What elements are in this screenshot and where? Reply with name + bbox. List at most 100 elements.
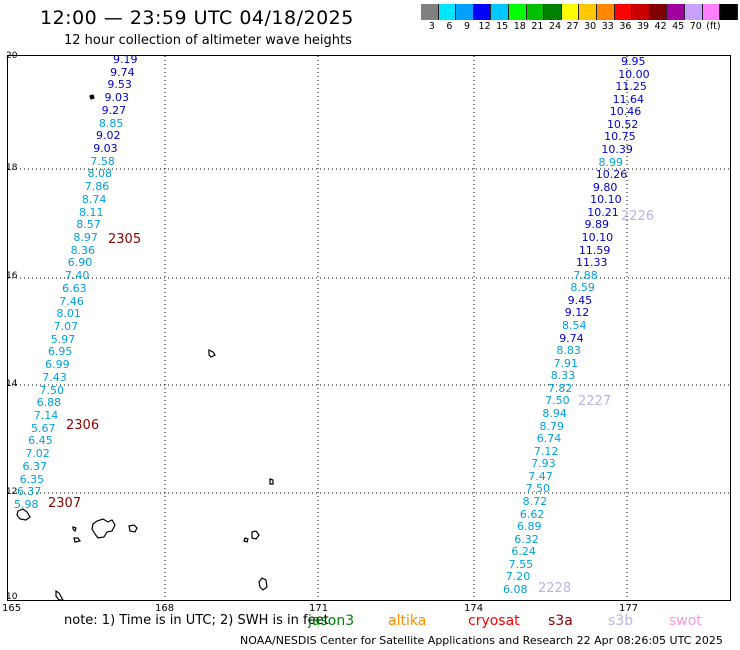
time-marker-right: 2227: [578, 394, 612, 409]
color-scale-label: 6: [446, 21, 453, 32]
wave-height-label-right-track: 7.50: [525, 482, 550, 496]
time-marker-left: 2305: [108, 232, 142, 247]
island-shape: [251, 530, 260, 540]
wave-height-label-left-track: 5.67: [30, 421, 56, 435]
time-marker-right: 2226: [621, 209, 655, 224]
color-scale-label: 42: [654, 21, 667, 32]
color-scale-label: 18: [513, 21, 526, 32]
wave-height-label-left-track: 5.97: [50, 332, 76, 346]
wave-height-label-left-track: 8.57: [76, 218, 101, 232]
color-scale-label: 36: [619, 21, 632, 32]
color-scale-label: 3: [428, 21, 435, 32]
wave-height-label-left-track: 7.43: [42, 370, 67, 384]
color-scale-label: 30: [584, 21, 597, 32]
wave-height-label-left-track: 6.45: [28, 434, 53, 448]
wave-height-label-right-track: 9.80: [592, 180, 618, 194]
wave-height-label-right-track: 6.32: [514, 532, 539, 546]
wave-height-label-right-track: 9.12: [564, 306, 590, 320]
color-scale-swatch: [526, 4, 545, 20]
island-shape: [91, 518, 116, 539]
wave-height-label-left-track: 9.27: [101, 103, 127, 117]
wave-height-label-right-track: 11.33: [576, 256, 608, 270]
wave-height-label-right-track: 9.45: [567, 293, 593, 307]
wave-height-label-right-track: 8.83: [556, 344, 581, 358]
wave-height-label-right-track: 7.50: [545, 394, 570, 408]
satellite-legend-jason3: jason3: [308, 613, 355, 629]
wave-height-label-left-track: 8.01: [56, 307, 81, 321]
wave-height-label-right-track: 8.94: [542, 407, 567, 420]
footer-credit: NOAA/NESDIS Center for Satellite Applica…: [240, 634, 723, 647]
color-scale-swatch: [491, 4, 509, 20]
page-subtitle: 12 hour collection of altimeter wave hei…: [64, 33, 352, 48]
color-scale-swatch: [456, 4, 474, 20]
y-tick-label: 10: [6, 592, 18, 602]
satellite-legend-altika: altika: [388, 613, 427, 629]
wave-height-label-left-track: 6.95: [47, 345, 73, 359]
wave-height-label-left-track: 8.36: [70, 243, 96, 257]
wave-height-label-right-track: 8.59: [570, 281, 595, 295]
wave-height-label-right-track: 6.62: [519, 507, 545, 521]
wave-height-label-right-track: 6.74: [536, 432, 562, 446]
wave-height-label-right-track: 7.93: [531, 457, 556, 471]
color-scale-swatch: [684, 4, 703, 20]
island-shape: [269, 478, 274, 485]
wave-height-label-right-track: 10.52: [606, 117, 639, 131]
time-marker-right: 2228: [538, 581, 572, 596]
satellite-legend-s3b: s3b: [608, 613, 634, 629]
island-shape: [258, 577, 268, 591]
wave-height-label-right-track: 7.91: [553, 356, 579, 370]
wave-height-label-right-track: 10.21: [587, 205, 619, 219]
x-tick-label: 177: [619, 603, 639, 614]
wave-height-label-left-track: 7.86: [84, 180, 110, 194]
color-scale-swatch: [614, 4, 633, 20]
color-scale-label: 9: [463, 21, 470, 32]
wave-height-label-left-track: 7.40: [64, 269, 90, 283]
island-shape: [208, 349, 216, 358]
wave-height-label-right-track: 10.75: [604, 130, 636, 144]
color-scale-label: 70: [689, 21, 702, 32]
color-scale-bar: [421, 4, 738, 20]
satellite-legend-s3a: s3a: [548, 613, 573, 629]
color-scale-swatch: [438, 4, 457, 20]
wave-height-label-left-track: 9.53: [107, 78, 132, 92]
color-scale-label: 33: [601, 21, 614, 32]
wave-height-label-right-track: 8.79: [539, 419, 565, 433]
color-scale-swatch: [667, 4, 685, 20]
wave-height-label-right-track: 7.88: [573, 268, 598, 282]
wave-height-label-right-track: 9.89: [584, 218, 609, 232]
wave-height-label-left-track: 8.74: [81, 192, 107, 206]
wave-height-label-left-track: 6.90: [67, 256, 93, 270]
wave-height-label-right-track: 7.55: [508, 557, 534, 571]
wave-height-label-left-track: 8.08: [87, 167, 113, 181]
y-tick-label: 18: [6, 163, 18, 173]
color-scale-label: 24: [548, 21, 562, 32]
y-tick-label: 12: [6, 487, 18, 497]
wave-height-label-right-track: 9.95: [621, 55, 646, 68]
wave-height-label-left-track: 6.63: [62, 281, 87, 295]
satellite-legend-cryosat: cryosat: [468, 613, 520, 629]
wave-height-label-right-track: 10.46: [609, 105, 642, 119]
wave-height-label-right-track: 10.10: [581, 231, 614, 244]
footer-note: note: 1) Time is in UTC; 2) SWH is in fe…: [64, 613, 329, 628]
wave-height-label-right-track: 10.26: [595, 168, 628, 182]
wave-height-label-right-track: 11.64: [612, 92, 645, 106]
wave-height-label-right-track: 9.74: [559, 331, 584, 345]
wave-height-label-left-track: 9.03: [104, 91, 130, 105]
time-marker-left: 2307: [48, 496, 82, 511]
wave-height-label-right-track: 10.10: [590, 193, 622, 207]
island-shape: [72, 526, 77, 533]
island-shape: [55, 589, 65, 601]
satellite-legend-swot: swot: [669, 613, 702, 629]
wave-height-label-right-track: 7.47: [528, 469, 553, 483]
wave-height-label-right-track: 7.12: [533, 444, 559, 458]
color-scale-label: 15: [496, 21, 509, 32]
wave-height-label-right-track: 11.25: [615, 80, 647, 94]
wave-height-label-right-track: 8.54: [562, 319, 587, 332]
wave-height-label-left-track: 8.11: [79, 205, 104, 219]
y-tick-label: 14: [6, 379, 18, 389]
wave-height-label-right-track: 6.89: [517, 520, 542, 534]
color-scale-swatch: [649, 4, 668, 20]
island-shape: [128, 524, 138, 533]
color-scale-swatch: [632, 4, 650, 20]
